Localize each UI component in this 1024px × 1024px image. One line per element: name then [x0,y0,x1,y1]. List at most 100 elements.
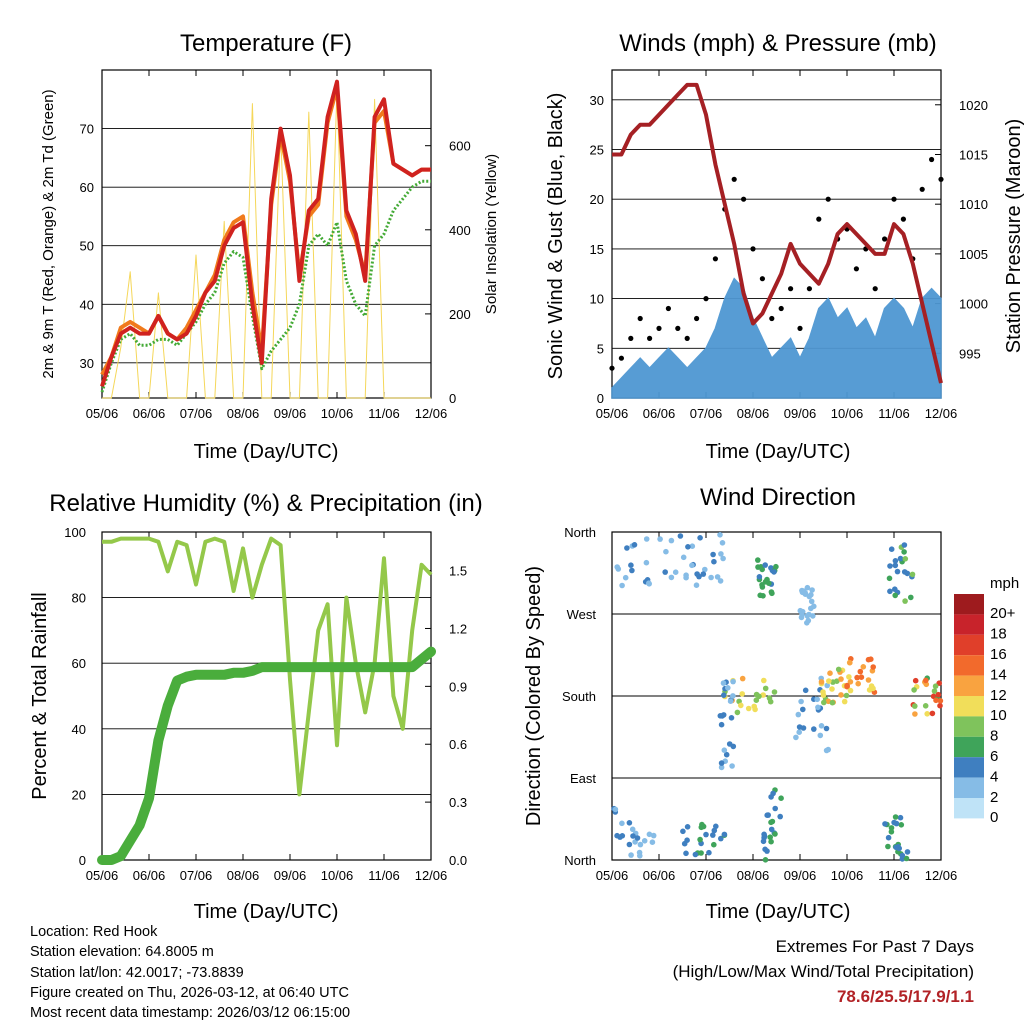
gust-point [891,196,897,202]
y2-tick-label: 1.2 [449,621,467,636]
direction-point [759,584,766,590]
direction-point [684,824,691,830]
temperature-ylabel: 2m & 9m T (Red, Orange) & 2m Td (Green) [40,89,57,378]
direction-point [708,574,714,581]
direction-point [870,664,876,670]
direction-point [668,574,675,581]
direction-point [865,677,872,683]
direction-point [800,706,806,713]
legend-label: 2 [990,789,998,806]
gust-point [900,216,907,222]
direction-point [902,556,909,562]
direction-point [892,562,899,569]
direction-point [713,823,719,830]
y-tick-label: 60 [80,180,94,195]
legend-swatch [954,798,984,819]
direction-point [698,824,705,831]
direction-point [622,574,629,581]
direction-point [904,849,911,855]
direction-point [637,841,644,848]
series-gust [609,156,944,371]
direction-point [838,676,844,682]
y2-tick-label: 0.0 [449,853,467,868]
direction-point [717,713,724,719]
direction-point [700,571,707,577]
direction-point [824,682,830,689]
direction-point [646,831,653,838]
direction-point [808,598,815,605]
direction-point [908,594,914,601]
direction-point [817,732,824,739]
temperature-panel: Temperature (F) 2m & 9m T (Red, Orange) … [40,30,500,463]
gust-point [684,335,690,341]
y-tick-label: 60 [72,656,86,671]
x-tick-label: 06/06 [643,868,676,883]
y-tick-label: 25 [590,143,604,158]
direction-point [643,536,650,542]
gust-point [938,176,944,182]
info-recent: Most recent data timestamp: 2026/03/12 0… [30,1005,351,1022]
direction-point [672,569,679,575]
direction-point [662,569,668,575]
direction-point [892,592,898,599]
y2-tick-label: 0.3 [449,795,467,810]
direction-point [759,566,765,573]
direction-point [745,705,752,712]
extremes-subtitle: (High/Low/Max Wind/Total Precipitation) [672,962,974,981]
y2-tick-label: 400 [449,223,471,238]
series-solar [102,86,431,399]
direction-point [663,548,669,555]
gust-point [872,286,878,292]
direction-point [710,551,716,558]
direction-point [650,832,657,839]
y-tick-label: East [570,771,596,786]
direction-point [728,715,735,721]
y2-tick-label: 200 [449,307,471,322]
direction-point [680,828,686,835]
direction-point [721,831,728,838]
direction-point [821,699,827,706]
y-tick-label: 5 [597,341,604,356]
direction-point [888,829,895,835]
x-tick-label: 11/06 [878,868,910,883]
direction-point [809,587,815,593]
direction-point [798,698,804,705]
direction-point [841,698,848,705]
direction-point [718,764,725,771]
temperature-plot-frame [101,69,432,399]
direction-point [834,678,840,684]
gust-point [741,196,747,202]
direction-point [739,675,746,682]
x-tick-label: 06/06 [643,406,676,421]
direction-point [888,825,895,831]
series-precip [97,646,436,865]
x-tick-label: 12/06 [415,406,448,421]
y2-tick-label: 1005 [959,247,988,262]
direction-point [810,613,816,619]
x-tick-label: 07/06 [180,868,213,883]
y-tick-label: 80 [72,591,86,606]
y2-tick-label: 1015 [959,147,988,162]
legend-swatch [954,777,984,798]
gust-point [816,216,822,222]
direction-point [629,826,636,833]
direction-point [844,682,850,689]
gust-point [656,325,662,331]
temperature-y2label: Solar Insolation (Yellow) [483,154,500,314]
direction-point [827,670,833,676]
direction-point [629,567,635,574]
y-tick-label: 20 [590,192,604,207]
direction-point [924,711,930,717]
direction-point [641,838,648,844]
direction-point [683,572,689,578]
direction-point [694,571,700,577]
direction-point [772,805,778,812]
gust-point [759,276,766,282]
y-tick-label: 0 [597,391,604,406]
temperature-xlabel: Time (Day/UTC) [194,441,339,463]
gust-point [637,315,643,322]
direction-point [912,677,919,684]
direction-point [760,692,766,698]
direction-point [698,850,704,856]
